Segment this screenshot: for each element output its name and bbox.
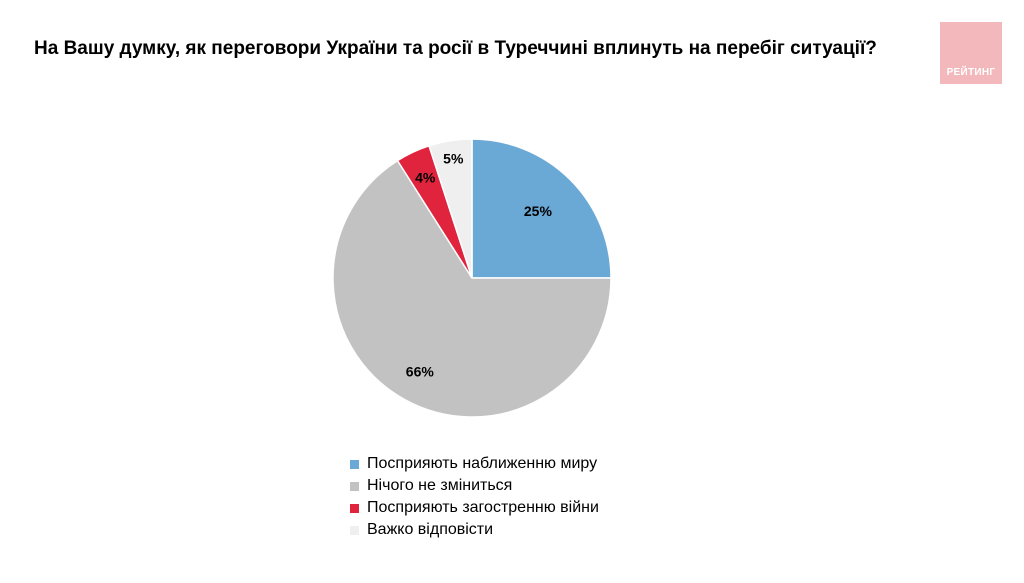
- legend-swatch: [350, 503, 359, 513]
- legend-label: Посприяють наближенню миру: [367, 455, 598, 472]
- legend-label: Посприяють загостренню війни: [367, 499, 599, 516]
- rating-logo: РЕЙТИНГ: [940, 22, 1002, 84]
- legend-swatch: [350, 481, 359, 491]
- pie-slice: [428, 138, 473, 279]
- legend-swatch: [350, 525, 359, 535]
- pie-slice: [471, 138, 612, 279]
- chart-legend: Посприяють наближенню миру Нічого не змін…: [350, 453, 599, 541]
- slice-data-label: 4%: [415, 169, 436, 185]
- slice-data-label: 5%: [443, 151, 464, 167]
- legend-label: Важко відповісти: [367, 521, 494, 538]
- slice-data-label: 66%: [406, 364, 435, 380]
- page-title: На Вашу думку, як переговори України та …: [34, 38, 877, 59]
- legend-item: Посприяють загостренню війни: [350, 497, 599, 519]
- legend-swatch: [350, 459, 359, 469]
- pie-slice: [332, 159, 612, 418]
- legend-item: Посприяють наближенню миру: [350, 453, 599, 475]
- legend-item: Нічого не зміниться: [350, 475, 599, 497]
- legend-label: Нічого не зміниться: [367, 477, 513, 494]
- logo-text: РЕЙТИНГ: [946, 67, 996, 78]
- legend-item: Важко відповісти: [350, 519, 599, 541]
- pie-chart: 25% 66% 4% 5%: [332, 138, 612, 418]
- slice-data-label: 25%: [524, 203, 553, 219]
